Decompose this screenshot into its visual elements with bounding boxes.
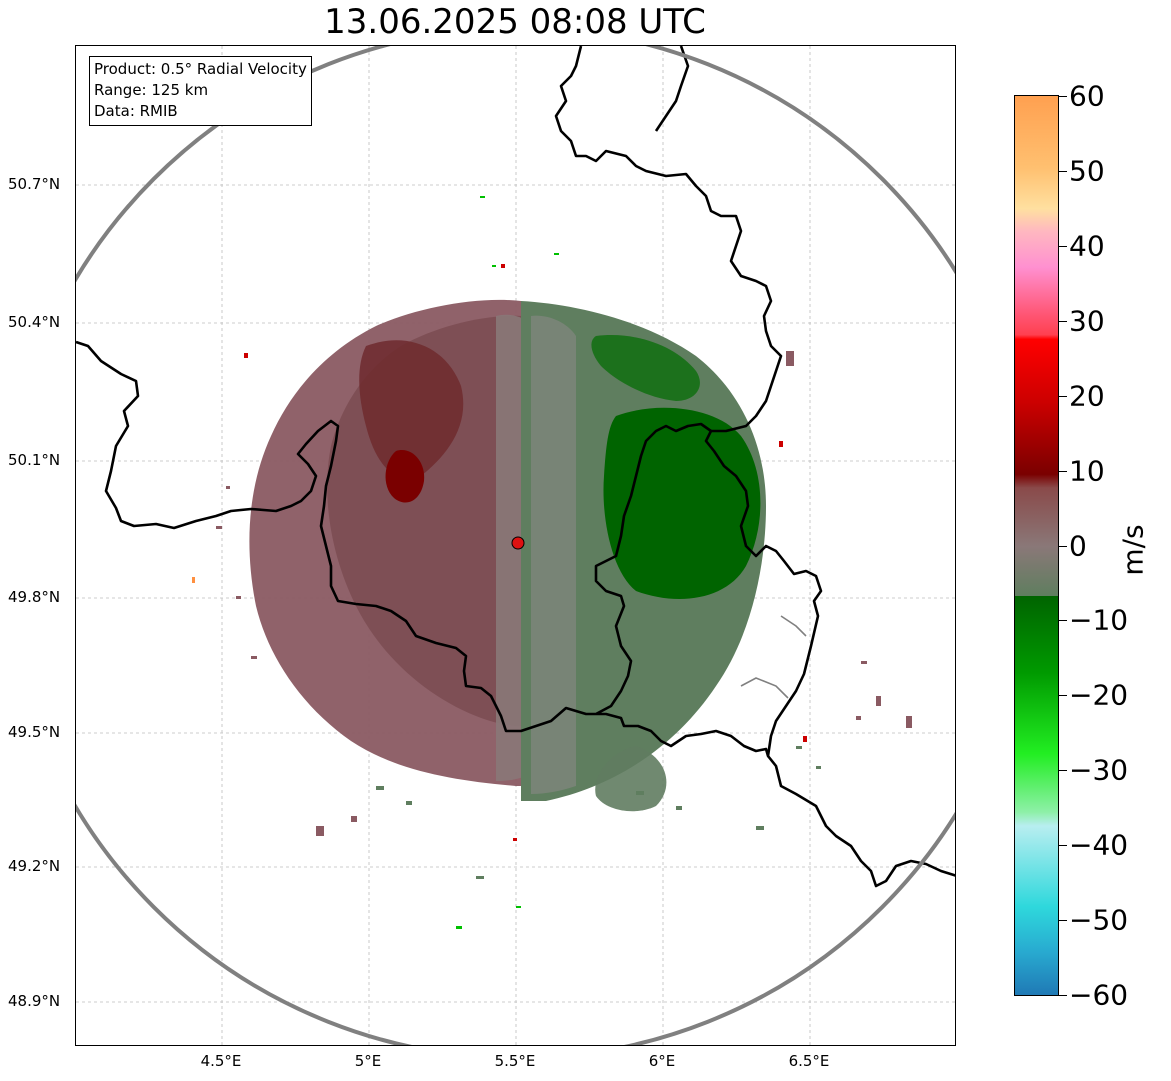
colorbar-tick [1059,470,1067,472]
country-borders [76,46,955,888]
radar-map-svg [76,46,955,1045]
info-product: Product: 0.5° Radial Velocity [94,60,307,78]
colorbar-tick-label: 40 [1069,229,1105,263]
colorbar-tick-label: −10 [1069,603,1129,637]
chart-title: 13.06.2025 08:08 UTC [324,2,706,42]
colorbar-tick-label: −60 [1069,978,1129,1012]
lon-label: 6°E [648,1052,676,1070]
radar-site-marker [511,536,525,550]
lon-label: 5.5°E [494,1052,536,1070]
lon-label: 4.5°E [200,1052,242,1070]
lat-label: 50.1°N [8,451,61,469]
velocity-echo-field [192,196,912,929]
colorbar-tick [1059,620,1067,622]
product-info-box: Product: 0.5° Radial Velocity Range: 125… [89,56,312,126]
colorbar-gradient [1015,96,1058,995]
lat-label: 49.5°N [8,723,61,741]
colorbar-tick [1059,245,1067,247]
colorbar-tick-label: −40 [1069,828,1129,862]
colorbar-tick [1059,96,1067,97]
colorbar-tick-label: 20 [1069,379,1105,413]
colorbar-tick-label: 10 [1069,454,1105,488]
info-range: Range: 125 km [94,81,209,99]
colorbar-tick [1059,170,1067,172]
colorbar-tick [1059,995,1067,996]
colorbar-tick [1059,545,1067,547]
info-data-source: Data: RMIB [94,102,178,120]
lon-label: 5°E [354,1052,382,1070]
lat-label: 50.4°N [8,313,61,331]
colorbar-tick [1059,770,1067,772]
colorbar-tick-label: 30 [1069,304,1105,338]
lat-label: 48.9°N [8,992,61,1010]
radar-map [75,45,956,1046]
colorbar-tick-label: −50 [1069,903,1129,937]
colorbar-tick [1059,695,1067,697]
colorbar [1014,95,1059,996]
district-borders [740,615,807,699]
colorbar-tick [1059,920,1067,922]
colorbar-tick [1059,320,1067,322]
lat-label: 50.7°N [8,175,61,193]
colorbar-tick [1059,845,1067,847]
colorbar-tick-label: −30 [1069,753,1129,787]
colorbar-tick [1059,395,1067,397]
colorbar-tick-label: 0 [1069,529,1087,562]
colorbar-tick-label: 60 [1069,79,1105,113]
lon-label: 6.5°E [788,1052,830,1070]
lat-label: 49.2°N [8,857,61,875]
lat-label: 49.8°N [8,588,61,606]
colorbar-tick-label: 50 [1069,154,1105,188]
colorbar-tick-label: −20 [1069,678,1129,712]
colorbar-unit-label: m/s [1116,524,1150,576]
